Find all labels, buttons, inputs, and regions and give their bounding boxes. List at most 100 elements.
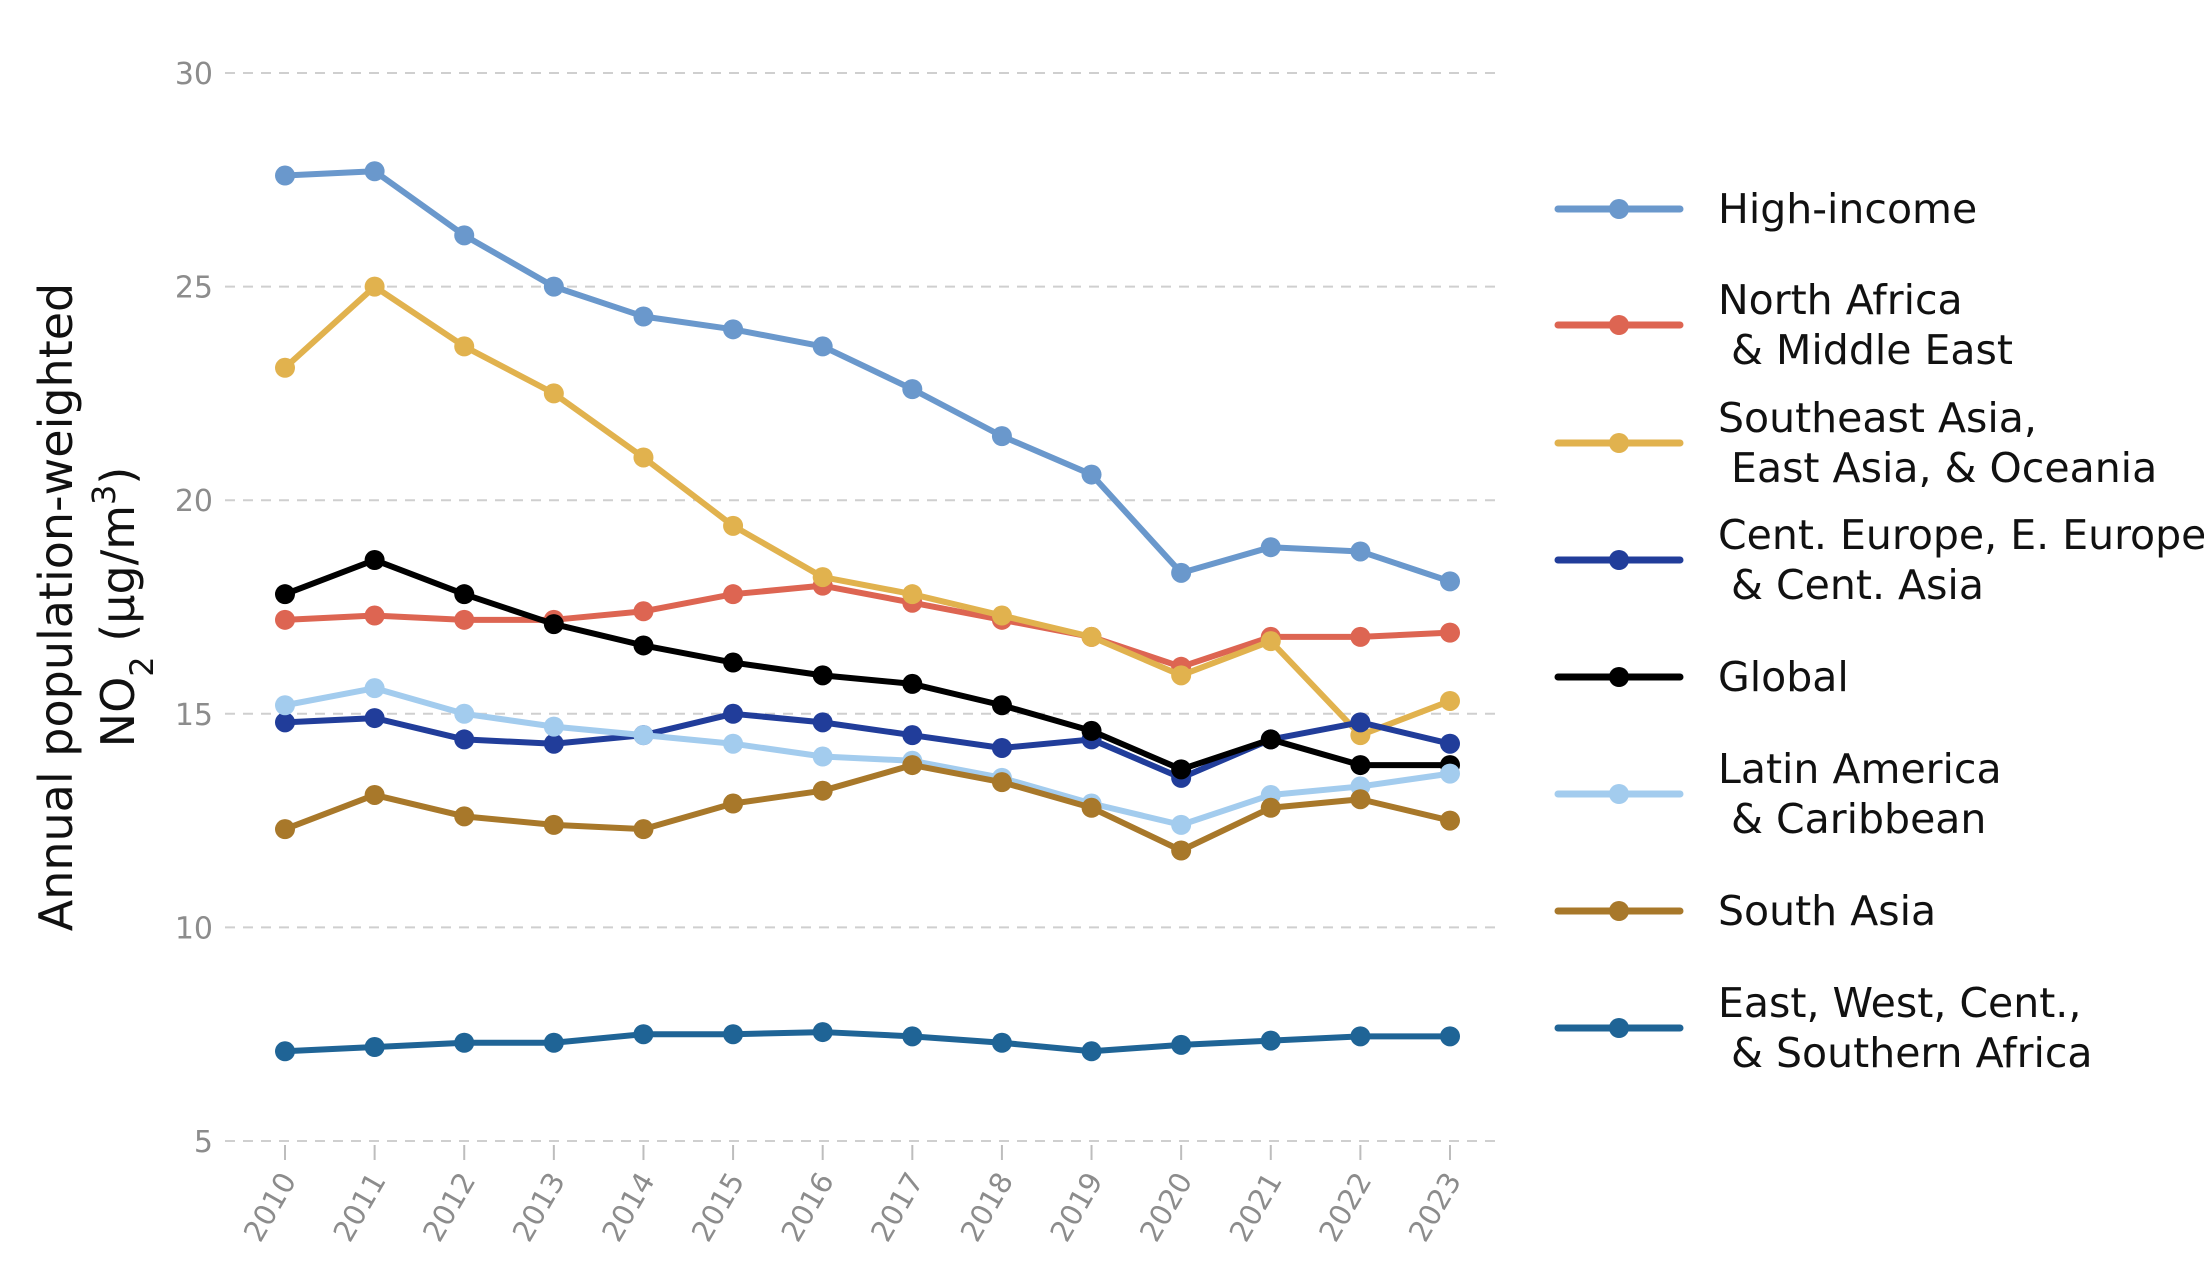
series-line-south-asia (282, 762, 1453, 854)
point-latin-america-caribbean-2014 (633, 725, 654, 746)
legend-item-cent-europe-e-europe-cent-asia: Cent. Europe, E. Europe, & Cent. Asia (1554, 511, 2204, 609)
point-high-income-2021 (1260, 537, 1281, 558)
point-southeast-asia-east-asia-oceania-2011 (364, 276, 385, 297)
point-north-africa-middle-east-2010 (275, 609, 295, 630)
point-southeast-asia-east-asia-oceania-2015 (723, 515, 744, 536)
point-east-west-cent-southern-africa-2023 (1440, 1026, 1460, 1047)
legend-item-north-africa-middle-east: North Africa & Middle East (1554, 276, 2013, 374)
point-southeast-asia-east-asia-oceania-2014 (633, 447, 654, 468)
point-north-africa-middle-east-2015 (723, 584, 744, 605)
y-label-sub: 2 (123, 656, 161, 676)
point-southeast-asia-east-asia-oceania-2016 (812, 567, 833, 588)
point-southeast-asia-east-asia-oceania-2010 (275, 357, 295, 378)
point-south-asia-2020 (1171, 840, 1192, 861)
point-global-2013 (543, 614, 564, 635)
point-high-income-2019 (1081, 464, 1102, 485)
point-global-2011 (364, 550, 385, 571)
series-global (275, 550, 1460, 780)
x-tick-label-2017: 2017 (864, 1167, 930, 1248)
y-label-sup: 3 (85, 485, 123, 505)
point-high-income-2012 (454, 225, 475, 246)
point-south-asia-2010 (275, 819, 295, 840)
legend-item-latin-america-caribbean: Latin America & Caribbean (1554, 745, 2002, 843)
legend-item-south-asia: South Asia (1554, 887, 1936, 935)
point-east-west-cent-southern-africa-2018 (991, 1032, 1012, 1053)
x-tick-label-2013: 2013 (506, 1167, 572, 1248)
x-tick-label-2010: 2010 (237, 1167, 303, 1248)
point-east-west-cent-southern-africa-2017 (902, 1026, 923, 1047)
point-global-2020 (1171, 759, 1192, 780)
point-east-west-cent-southern-africa-2021 (1260, 1030, 1281, 1051)
y-tick-label-5: 5 (194, 1125, 213, 1160)
point-latin-america-caribbean-2016 (812, 746, 833, 767)
y-axis-label-line1: Annual population-weighted (29, 283, 83, 932)
legend-label-high-income-0: High-income (1718, 185, 1977, 233)
point-south-asia-2017 (902, 755, 923, 776)
y-tick-labels: 5 10 15 20 25 30 (175, 57, 213, 1160)
legend-swatch-point (1609, 667, 1629, 687)
legend-item-southeast-asia-east-asia-oceania: Southeast Asia, East Asia, & Oceania (1554, 394, 2157, 492)
x-tick-label-2016: 2016 (774, 1167, 840, 1248)
point-east-west-cent-southern-africa-2013 (543, 1032, 564, 1053)
legend-label-latin-america-caribbean-1: & Caribbean (1718, 795, 1986, 843)
legend-label-cent-europe-e-europe-cent-asia-1: & Cent. Asia (1718, 561, 1984, 609)
point-southeast-asia-east-asia-oceania-2013 (543, 383, 564, 404)
point-southeast-asia-east-asia-oceania-2017 (902, 584, 923, 605)
point-north-africa-middle-east-2014 (633, 601, 654, 622)
point-global-2017 (902, 673, 923, 694)
series-southeast-asia-east-asia-oceania (275, 276, 1460, 746)
point-cent-europe-e-europe-cent-asia-2011 (364, 708, 385, 729)
y-tick-label-20: 20 (175, 484, 213, 519)
point-north-africa-middle-east-2022 (1350, 626, 1371, 647)
point-east-west-cent-southern-africa-2015 (723, 1024, 744, 1045)
point-high-income-2013 (543, 276, 564, 297)
legend-label-latin-america-caribbean-0: Latin America (1718, 745, 2002, 793)
y-axis-label-line2: NO2 (µg/m3) (85, 467, 161, 748)
legend-label-cent-europe-e-europe-cent-asia-0: Cent. Europe, E. Europe, (1718, 511, 2204, 559)
point-cent-europe-e-europe-cent-asia-2023 (1440, 733, 1460, 754)
x-tick-label-2019: 2019 (1043, 1167, 1109, 1248)
point-east-west-cent-southern-africa-2022 (1350, 1026, 1371, 1047)
y-label-close: ) (91, 467, 145, 485)
legend-item-high-income: High-income (1554, 185, 1977, 233)
point-south-asia-2022 (1350, 789, 1371, 810)
point-east-west-cent-southern-africa-2016 (812, 1022, 833, 1043)
y-label-units: (µg/m (91, 505, 145, 656)
point-latin-america-caribbean-2011 (364, 678, 385, 699)
x-tick-label-2022: 2022 (1312, 1167, 1378, 1248)
point-southeast-asia-east-asia-oceania-2012 (454, 336, 475, 357)
point-high-income-2015 (723, 319, 744, 340)
point-latin-america-caribbean-2015 (723, 733, 744, 754)
legend-swatch-point (1609, 433, 1629, 453)
point-high-income-2017 (902, 379, 923, 400)
point-east-west-cent-southern-africa-2012 (454, 1032, 475, 1053)
point-north-africa-middle-east-2023 (1440, 622, 1460, 643)
point-cent-europe-e-europe-cent-asia-2017 (902, 725, 923, 746)
x-tick-label-2020: 2020 (1133, 1167, 1199, 1248)
point-global-2014 (633, 635, 654, 656)
point-cent-europe-e-europe-cent-asia-2012 (454, 729, 475, 750)
point-east-west-cent-southern-africa-2011 (364, 1037, 385, 1058)
series-south-asia (275, 755, 1460, 861)
series-east-west-cent-southern-africa (275, 1022, 1460, 1062)
legend-swatch-point (1609, 784, 1629, 804)
legend-item-global: Global (1554, 653, 1849, 701)
point-south-asia-2011 (364, 784, 385, 805)
point-north-africa-middle-east-2011 (364, 605, 385, 626)
point-high-income-2022 (1350, 541, 1371, 562)
legend-label-north-africa-middle-east-1: & Middle East (1718, 326, 2013, 374)
point-south-asia-2012 (454, 806, 475, 827)
series-line-southeast-asia-east-asia-oceania (282, 283, 1453, 739)
point-global-2021 (1260, 729, 1281, 750)
legend-label-east-west-cent-southern-africa-1: & Southern Africa (1718, 1029, 2093, 1077)
point-high-income-2020 (1171, 562, 1192, 583)
point-cent-europe-e-europe-cent-asia-2022 (1350, 712, 1371, 733)
x-tick-label-2011: 2011 (326, 1167, 392, 1248)
x-tick-label-2012: 2012 (416, 1167, 482, 1248)
point-high-income-2016 (812, 336, 833, 357)
y-tick-label-30: 30 (175, 57, 213, 92)
series-line-north-africa-middle-east (282, 582, 1453, 670)
legend-swatch-point (1609, 315, 1629, 335)
legend: High-income North Africa & Middle East Sou… (1554, 185, 2204, 1077)
